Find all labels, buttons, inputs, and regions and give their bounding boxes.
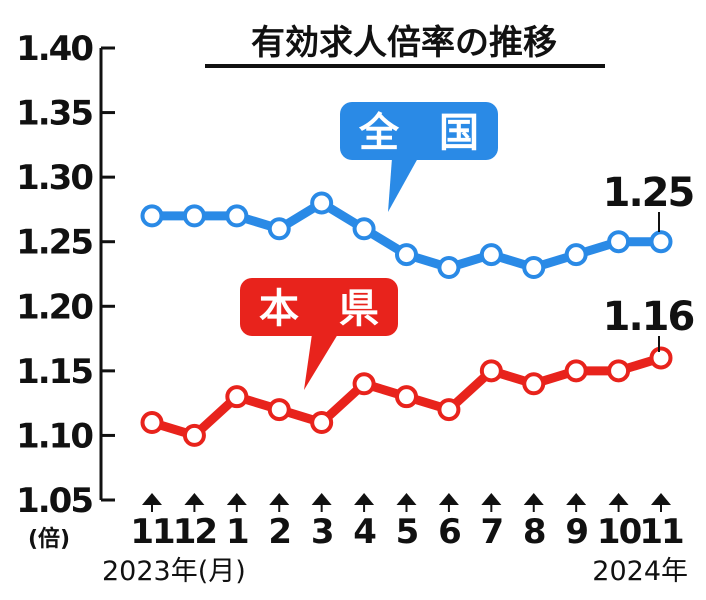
series-point-0 — [225, 204, 249, 228]
x-tick-label: 6 — [438, 512, 460, 552]
series-point-0 — [182, 204, 206, 228]
x-tick-label: 2 — [268, 512, 290, 552]
y-tick-label: 1.05 — [16, 481, 92, 521]
x-tick-arrow — [608, 493, 629, 505]
series-point-1 — [267, 398, 291, 422]
x-tick-arrow — [523, 493, 544, 505]
y-tick-label: 1.30 — [16, 158, 93, 198]
x-start-label: 2023年(月) — [102, 556, 246, 587]
x-tick-label: 3 — [311, 512, 333, 552]
series-callout-prefecture: 本 県 — [240, 278, 398, 390]
x-tick-label: 9 — [565, 512, 587, 552]
x-tick-label: 5 — [396, 512, 418, 552]
x-tick-arrow — [269, 493, 290, 505]
series-point-1 — [564, 359, 588, 383]
y-tick-label: 1.20 — [16, 287, 93, 327]
series-point-1 — [310, 411, 334, 435]
series-layer — [140, 191, 673, 447]
series-point-1 — [140, 411, 164, 435]
y-ticks: 1.40 1.35 1.30 1.25 1.20 1.15 1.10 1.05 — [16, 29, 115, 521]
series-point-0 — [607, 230, 631, 254]
x-ticks: 11 12 1 2 3 4 5 6 7 8 9 10 11 — [130, 493, 685, 552]
x-tick-arrow — [396, 493, 417, 505]
series-point-1 — [479, 359, 503, 383]
series-point-0 — [267, 217, 291, 241]
series-point-1 — [225, 385, 249, 409]
series-point-1 — [395, 385, 418, 409]
x-tick-arrow — [438, 493, 459, 505]
series-point-1 — [649, 346, 673, 370]
x-tick-arrow — [354, 493, 375, 505]
x-tick-arrow — [566, 493, 587, 505]
x-tick-arrow — [651, 493, 671, 505]
x-tick-label: 4 — [353, 512, 376, 552]
x-tick-arrow — [226, 493, 247, 505]
x-tick-label: 10 — [597, 512, 642, 552]
y-tick-label: 1.15 — [16, 352, 92, 392]
y-tick-label: 1.40 — [16, 29, 93, 69]
x-tick-arrow — [481, 493, 502, 505]
y-tick-label: 1.10 — [16, 416, 93, 456]
x-tick-arrow — [142, 493, 162, 505]
series-point-0 — [437, 256, 461, 280]
x-tick-label: 12 — [173, 512, 216, 552]
series-point-1 — [182, 423, 206, 447]
series-point-1 — [437, 398, 461, 422]
x-tick-label: 11 — [130, 512, 174, 552]
series-point-1 — [352, 372, 376, 396]
series-callout-national: 全 国 — [340, 102, 498, 212]
series-point-0 — [564, 243, 588, 267]
x-tick-label: 1 — [226, 512, 248, 552]
y-axis-unit: (倍) — [28, 526, 70, 552]
series-point-0 — [140, 204, 164, 228]
series-point-0 — [522, 256, 546, 280]
series-point-0 — [310, 191, 334, 215]
x-tick-label: 7 — [480, 512, 502, 552]
y-tick-label: 1.25 — [16, 223, 92, 263]
series-end-label-national: 1.25 — [603, 170, 694, 216]
series-end-label-prefecture: 1.16 — [603, 294, 694, 340]
x-tick-label: 11 — [639, 512, 683, 552]
x-tick-label: 8 — [523, 512, 545, 552]
x-tick-arrow — [311, 493, 332, 505]
series-callout-national-label: 全 国 — [358, 110, 479, 156]
series-point-0 — [649, 230, 673, 254]
x-end-label: 2024年 — [592, 556, 688, 587]
series-callout-prefecture-label: 本 県 — [259, 286, 379, 332]
chart-title: 有効求人倍率の推移 — [251, 23, 557, 63]
series-point-0 — [352, 217, 376, 241]
series-point-1 — [607, 359, 631, 383]
series-point-1 — [522, 372, 546, 396]
series-point-0 — [479, 243, 503, 267]
x-tick-arrow — [184, 493, 205, 505]
series-point-0 — [395, 243, 418, 267]
y-tick-label: 1.35 — [16, 94, 92, 134]
